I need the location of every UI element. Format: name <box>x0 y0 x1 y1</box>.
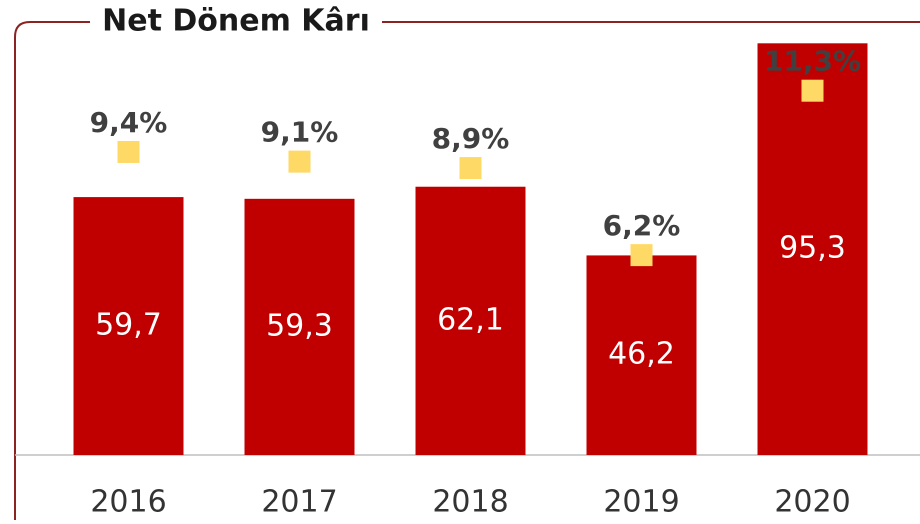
chart-title: Net Dönem Kârı <box>102 4 370 39</box>
bar-value-label: 62,1 <box>437 302 504 337</box>
bar <box>73 197 184 455</box>
frame <box>14 21 90 520</box>
percent-label: 8,9% <box>432 122 510 155</box>
bar <box>757 43 868 455</box>
marker <box>801 79 824 102</box>
bar-value-label: 59,3 <box>266 308 333 343</box>
percent-label: 6,2% <box>603 209 681 242</box>
x-tick-label: 2019 <box>603 485 679 520</box>
x-tick-label: 2020 <box>774 485 850 520</box>
bar <box>415 186 526 455</box>
bar-value-label: 46,2 <box>608 337 675 372</box>
marker <box>459 157 482 180</box>
percent-label: 11,3% <box>764 45 861 78</box>
x-tick-label: 2017 <box>261 485 337 520</box>
bar-value-label: 59,7 <box>95 308 162 343</box>
x-tick-label: 2018 <box>432 485 508 520</box>
bar <box>586 255 697 455</box>
percent-label: 9,4% <box>90 106 168 139</box>
percent-label: 9,1% <box>261 116 339 149</box>
marker <box>288 150 311 173</box>
bar-value-label: 95,3 <box>779 231 846 266</box>
bar <box>244 198 355 455</box>
marker <box>630 244 653 267</box>
x-tick-label: 2016 <box>90 485 166 520</box>
marker <box>117 140 140 163</box>
